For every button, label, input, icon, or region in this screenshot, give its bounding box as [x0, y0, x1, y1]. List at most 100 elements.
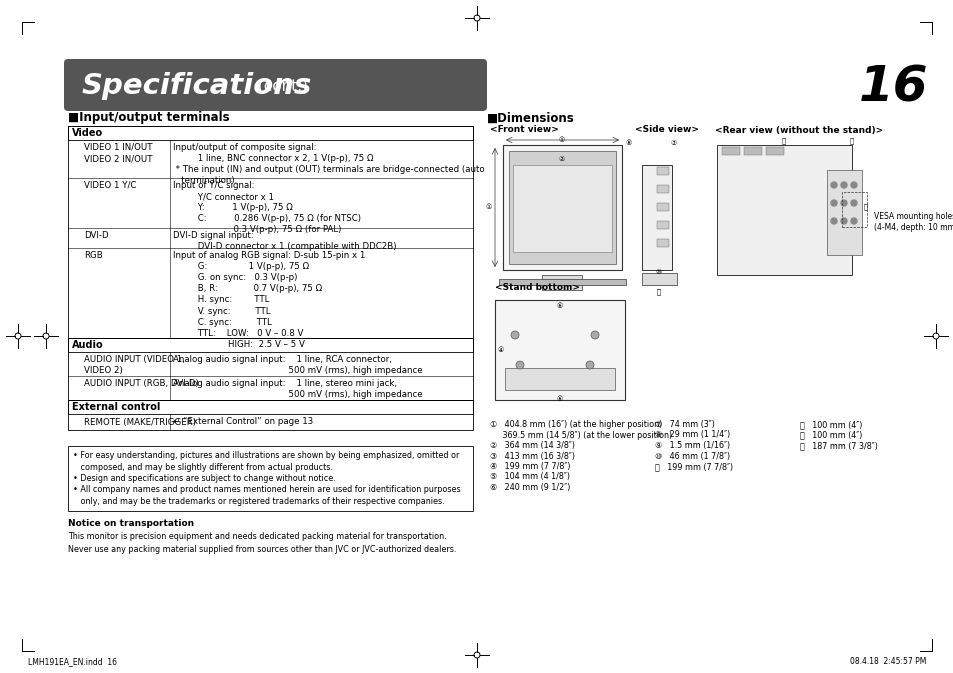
Text: ⑩: ⑩	[655, 269, 661, 275]
Circle shape	[841, 200, 846, 206]
Text: ④   199 mm (7 7/8″): ④ 199 mm (7 7/8″)	[490, 462, 570, 471]
Text: ⑭   187 mm (7 3/8″): ⑭ 187 mm (7 3/8″)	[800, 441, 877, 450]
Text: Video: Video	[71, 128, 103, 138]
Text: <Stand bottom>: <Stand bottom>	[495, 283, 579, 292]
Circle shape	[830, 182, 836, 188]
Text: REMOTE (MAKE/TRIGGER): REMOTE (MAKE/TRIGGER)	[84, 417, 195, 427]
Text: 369.5 mm (14 5/8″) (at the lower position): 369.5 mm (14 5/8″) (at the lower positio…	[490, 431, 672, 439]
Text: AUDIO INPUT (VIDEO 1,
VIDEO 2): AUDIO INPUT (VIDEO 1, VIDEO 2)	[84, 355, 185, 375]
Text: (cont.): (cont.)	[253, 79, 308, 94]
Text: ⑧   29 mm (1 1/4″): ⑧ 29 mm (1 1/4″)	[655, 431, 729, 439]
Bar	[68, 400, 473, 414]
Text: ⑩   46 mm (1 7/8″): ⑩ 46 mm (1 7/8″)	[655, 452, 729, 460]
Text: ③   413 mm (16 3/8″): ③ 413 mm (16 3/8″)	[490, 452, 575, 460]
Text: ■Input/output terminals: ■Input/output terminals	[68, 112, 230, 125]
Text: Input of Y/C signal:
         Y/C connector x 1
         Y:          1 V(p-p), 7: Input of Y/C signal: Y/C connector x 1 Y…	[172, 181, 360, 234]
Text: <Front view>: <Front view>	[490, 125, 558, 135]
Text: ↵ “External Control” on page 13: ↵ “External Control” on page 13	[172, 417, 313, 427]
Circle shape	[850, 218, 856, 224]
Text: ⑥: ⑥	[557, 396, 562, 402]
Text: ⑪   199 mm (7 7/8″): ⑪ 199 mm (7 7/8″)	[655, 462, 732, 471]
Text: ⑪: ⑪	[657, 289, 660, 295]
Bar	[721, 147, 740, 155]
Text: ⑨   1.5 mm (1/16″): ⑨ 1.5 mm (1/16″)	[655, 441, 729, 450]
Text: Audio: Audio	[71, 340, 104, 350]
Bar	[657, 185, 668, 193]
Bar	[509, 151, 616, 264]
Text: only, and may be the trademarks or registered trademarks of their respective com: only, and may be the trademarks or regis…	[73, 497, 444, 506]
Text: Analog audio signal input:    1 line, RCA connector,
                           : Analog audio signal input: 1 line, RCA c…	[172, 355, 422, 375]
Bar	[717, 145, 851, 275]
Text: Specifications: Specifications	[82, 72, 312, 100]
Circle shape	[830, 200, 836, 206]
Text: AUDIO INPUT (RGB, DVI-D): AUDIO INPUT (RGB, DVI-D)	[84, 379, 198, 388]
Bar	[68, 338, 473, 400]
Bar	[657, 221, 668, 229]
Text: ⑫   100 mm (4″): ⑫ 100 mm (4″)	[800, 420, 862, 429]
Bar	[68, 446, 473, 511]
Text: 08.4.18  2:45:57 PM: 08.4.18 2:45:57 PM	[849, 658, 925, 666]
Text: This monitor is precision equipment and needs dedicated packing material for tra: This monitor is precision equipment and …	[68, 532, 456, 553]
Bar	[743, 147, 761, 155]
Bar	[502, 145, 621, 270]
Bar	[498, 279, 625, 285]
Circle shape	[830, 218, 836, 224]
Bar	[641, 273, 677, 285]
Circle shape	[850, 200, 856, 206]
Bar	[841, 192, 866, 227]
Text: VESA mounting holes
(4-M4, depth: 10 mm): VESA mounting holes (4-M4, depth: 10 mm)	[873, 212, 953, 232]
Text: ⑭: ⑭	[849, 137, 853, 143]
Text: ①: ①	[558, 137, 564, 143]
Text: ■Dimensions: ■Dimensions	[486, 112, 574, 125]
Bar	[765, 147, 783, 155]
Text: <Rear view (without the stand)>: <Rear view (without the stand)>	[714, 125, 882, 135]
Circle shape	[841, 182, 846, 188]
Text: • Design and specifications are subject to change without notice.: • Design and specifications are subject …	[73, 474, 335, 483]
Circle shape	[841, 218, 846, 224]
Bar	[657, 239, 668, 247]
Circle shape	[585, 361, 594, 369]
Text: Input of analog RGB signal: D-sub 15-pin x 1
         G:               1 V(p-p),: Input of analog RGB signal: D-sub 15-pin…	[172, 251, 365, 349]
FancyBboxPatch shape	[64, 59, 486, 111]
Text: Notice on transportation: Notice on transportation	[68, 519, 193, 528]
Text: • For easy understanding, pictures and illustrations are shown by being emphasiz: • For easy understanding, pictures and i…	[73, 451, 459, 460]
Text: composed, and may be slightly different from actual products.: composed, and may be slightly different …	[73, 462, 333, 472]
Bar	[641, 165, 671, 270]
Bar	[657, 167, 668, 175]
Text: DVI-D: DVI-D	[84, 231, 109, 240]
Text: Analog audio signal input:    1 line, stereo mini jack,
                        : Analog audio signal input: 1 line, stere…	[172, 379, 422, 399]
Text: ⑤   104 mm (4 1/8″): ⑤ 104 mm (4 1/8″)	[490, 472, 569, 481]
Text: ⑥: ⑥	[557, 303, 562, 309]
Text: ⑥   240 mm (9 1/2″): ⑥ 240 mm (9 1/2″)	[490, 483, 570, 492]
Text: Input/output of composite signal:
         1 line, BNC connector x 2, 1 V(p-p), : Input/output of composite signal: 1 line…	[172, 143, 484, 185]
Bar	[68, 338, 473, 352]
Text: ⑦   74 mm (3″): ⑦ 74 mm (3″)	[655, 420, 714, 429]
Text: ⑬   100 mm (4″): ⑬ 100 mm (4″)	[800, 431, 862, 439]
Text: 16: 16	[858, 64, 927, 112]
Text: <Side view>: <Side view>	[635, 125, 699, 135]
Text: VIDEO 1 Y/C: VIDEO 1 Y/C	[84, 181, 136, 190]
Bar	[495, 300, 624, 400]
Circle shape	[590, 331, 598, 339]
Bar	[68, 126, 473, 338]
Bar	[68, 400, 473, 430]
Bar	[68, 126, 473, 140]
Text: ②: ②	[558, 156, 564, 162]
Bar	[504, 368, 615, 390]
Text: ⑫: ⑫	[781, 137, 785, 143]
Text: RGB: RGB	[84, 251, 103, 260]
Text: DVI-D signal input:
         DVI-D connector x 1 (compatible with DDC2B): DVI-D signal input: DVI-D connector x 1 …	[172, 231, 396, 251]
Bar	[826, 170, 862, 255]
Circle shape	[850, 182, 856, 188]
Bar	[657, 203, 668, 211]
Text: ①: ①	[485, 204, 492, 210]
Circle shape	[516, 361, 523, 369]
Text: VIDEO 1 IN/OUT
VIDEO 2 IN/OUT: VIDEO 1 IN/OUT VIDEO 2 IN/OUT	[84, 143, 152, 163]
Text: ①   404.8 mm (16″) (at the higher position): ① 404.8 mm (16″) (at the higher position…	[490, 420, 661, 429]
Bar	[513, 165, 612, 252]
Text: ②   364 mm (14 3/8″): ② 364 mm (14 3/8″)	[490, 441, 575, 450]
Text: • All company names and product names mentioned herein are used for identificati: • All company names and product names me…	[73, 485, 460, 495]
Text: ⑦: ⑦	[670, 140, 677, 146]
Text: ⑬: ⑬	[863, 204, 867, 210]
Text: LMH191EA_EN.indd  16: LMH191EA_EN.indd 16	[28, 658, 117, 666]
